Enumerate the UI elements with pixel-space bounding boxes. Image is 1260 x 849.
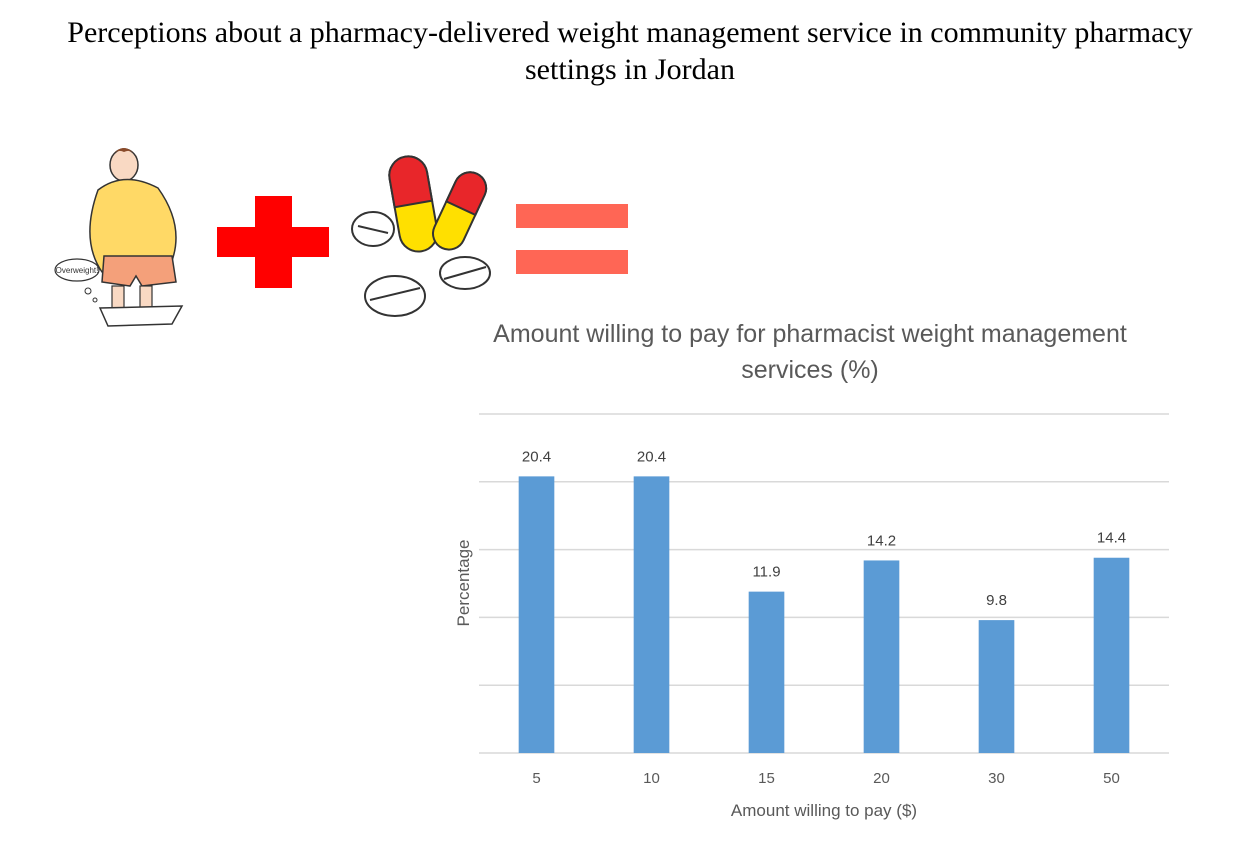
bar [748, 591, 785, 753]
bars [518, 476, 1130, 753]
x-tick-label: 15 [758, 770, 775, 787]
x-axis-label: Amount willing to pay ($) [731, 801, 917, 820]
data-label: 9.8 [986, 592, 1007, 609]
data-label: 20.4 [637, 448, 666, 465]
data-label: 14.4 [1097, 530, 1126, 547]
x-tick-label: 10 [643, 770, 660, 787]
bar [1093, 557, 1130, 753]
x-tick-label: 20 [873, 770, 890, 787]
data-labels: 20.4 20.4 11.9 14.2 9.8 14.4 [522, 448, 1126, 609]
bar [518, 476, 555, 753]
page-title: Perceptions about a pharmacy-delivered w… [67, 16, 1193, 86]
x-tick-label: 50 [1103, 770, 1120, 787]
equals-icon [516, 204, 628, 274]
overweight-person-icon [54, 148, 184, 327]
pills-icon [351, 155, 491, 317]
data-label: 11.9 [752, 564, 780, 581]
bar [863, 560, 900, 753]
illustration: Overweight! [54, 148, 628, 327]
speech-bubble-text: Overweight! [56, 266, 99, 275]
data-label: 14.2 [867, 532, 896, 549]
bar [978, 620, 1015, 753]
chart-title: Amount willing to pay for pharmacist wei… [493, 320, 1127, 384]
red-cross-icon [217, 196, 329, 288]
x-tick-labels: 5 10 15 20 30 50 [532, 770, 1120, 787]
x-tick-label: 30 [988, 770, 1005, 787]
data-label: 20.4 [522, 448, 551, 465]
gridlines [479, 413, 1169, 754]
x-tick-label: 5 [532, 770, 540, 787]
bar [633, 476, 670, 753]
y-axis-label: Percentage [454, 540, 473, 627]
bar-chart: 20.4 20.4 11.9 14.2 9.8 14.4 5 10 15 20 30 50 Amou… [454, 413, 1169, 820]
